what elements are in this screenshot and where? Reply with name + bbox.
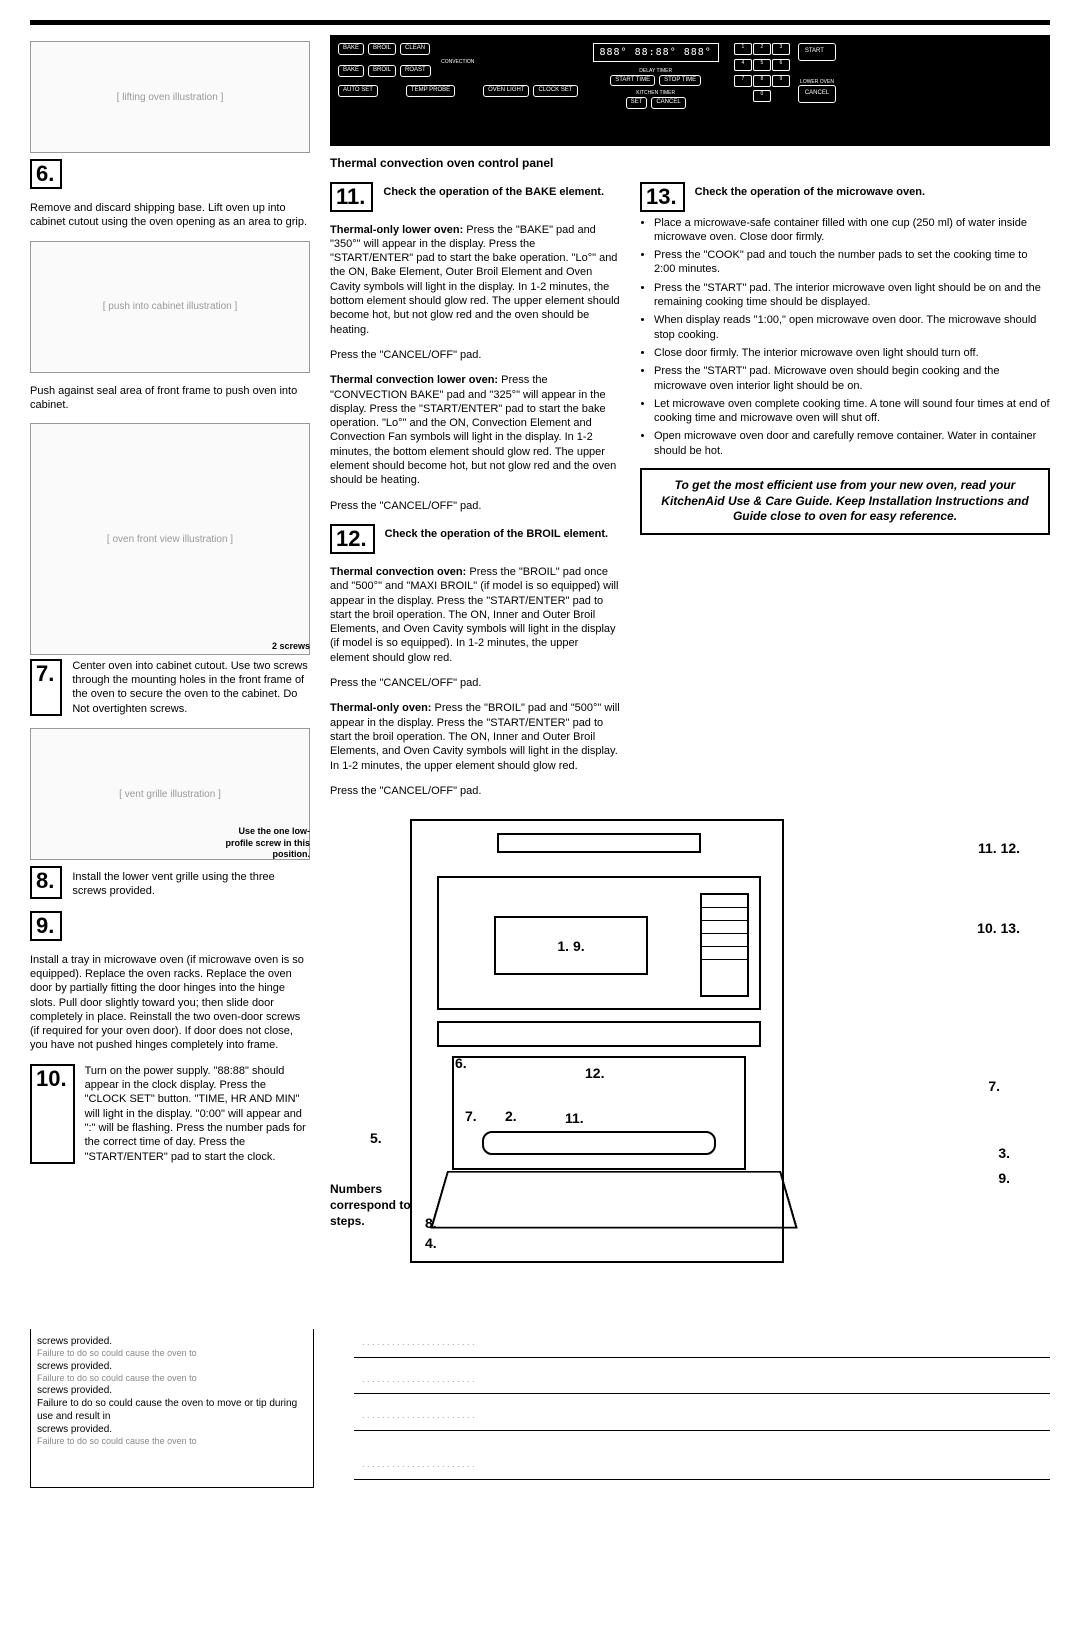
illustration-oven-front: [ oven front view illustration ] xyxy=(30,423,310,655)
diag-label-5: 5. xyxy=(370,1129,382,1147)
step-12-p2: Thermal-only oven: Press the "BROIL" pad… xyxy=(330,701,620,772)
callout-box: To get the most efficient use from your … xyxy=(640,468,1050,535)
diag-label-4: 4. xyxy=(425,1234,437,1252)
step-9-text: Install a tray in microwave oven (if mic… xyxy=(30,953,310,1053)
step-12-p1b: Press the "CANCEL/OFF" pad. xyxy=(330,676,620,690)
step-6-number: 6. xyxy=(30,159,62,189)
footer-cut: Failure to do so could cause the oven to xyxy=(37,1373,307,1385)
diag-label-3: 3. xyxy=(998,1144,1010,1162)
step-13-number: 13. xyxy=(640,182,685,212)
diag-label-10-13: 10. 13. xyxy=(977,919,1020,937)
diag-label-12: 12. xyxy=(585,1064,604,1082)
step-11-p1b: Press the "CANCEL/OFF" pad. xyxy=(330,348,620,362)
cp-stop-time-btn[interactable]: STOP TIME xyxy=(659,75,701,87)
illustration-lift-oven: [ lifting oven illustration ] xyxy=(30,41,310,153)
cp-key-9[interactable]: 9 xyxy=(772,75,790,87)
step-11-number: 11. xyxy=(330,182,373,212)
step-6-text2: Push against seal area of front frame to… xyxy=(30,384,310,413)
cp-key-8[interactable]: 8 xyxy=(753,75,771,87)
cp-set-btn[interactable]: SET xyxy=(626,97,648,109)
cp-conv-bake-btn[interactable]: BAKE xyxy=(338,65,364,77)
control-panel: BAKE BROIL CLEAN CONVECTION BAKE BROIL R… xyxy=(330,35,1050,146)
step-11-p2: Thermal convection lower oven: Press the… xyxy=(330,373,620,487)
step-10-text: Turn on the power supply. "88:88" should… xyxy=(85,1064,310,1164)
cp-keypad: 1 2 3 4 5 6 7 8 9 0 xyxy=(734,43,788,103)
cp-start-time-btn[interactable]: START TIME xyxy=(610,75,655,87)
step-13-bullet: Let microwave oven complete cooking time… xyxy=(654,397,1050,426)
cp-key-2[interactable]: 2 xyxy=(753,43,771,55)
cp-key-4[interactable]: 4 xyxy=(734,59,752,71)
cp-start-btn[interactable]: START xyxy=(798,43,836,61)
step-10-number: 10. xyxy=(30,1064,75,1164)
caption-low-profile-screw: Use the one low-profile screw in this po… xyxy=(220,826,310,861)
cp-roast-btn[interactable]: ROAST xyxy=(400,65,431,77)
step-7-number: 7. xyxy=(30,659,62,716)
step-11-p1: Thermal-only lower oven: Press the "BAKE… xyxy=(330,223,620,337)
footer-text: screws provided. xyxy=(37,1423,307,1436)
step-13-bullet: Press the "START" pad. Microwave oven sh… xyxy=(654,364,1050,393)
step-11-title: Check the operation of the BAKE element. xyxy=(383,182,620,199)
step-6-text: Remove and discard shipping base. Lift o… xyxy=(30,201,310,230)
diag-label-11: 11. xyxy=(565,1109,584,1127)
illustration-push-oven: [ push into cabinet illustration ] xyxy=(30,241,310,373)
cp-cancel-lower-btn[interactable]: CANCEL xyxy=(798,85,836,103)
cp-conv-broil-btn[interactable]: BROIL xyxy=(368,65,396,77)
diag-label-8: 8. xyxy=(425,1214,437,1232)
diag-label-1-9: 1. 9. xyxy=(557,937,584,955)
footer-left-box: screws provided. Failure to do so could … xyxy=(30,1329,314,1488)
step-12-p1: Thermal convection oven: Press the "BROI… xyxy=(330,565,620,665)
step-12-number: 12. xyxy=(330,524,375,554)
diagram-note: Numbers correspond to steps. xyxy=(330,1182,420,1229)
step-11-p2b: Press the "CANCEL/OFF" pad. xyxy=(330,499,620,513)
step-13-bullet: Press the "START" pad. The interior micr… xyxy=(654,281,1050,310)
step-7-text: Center oven into cabinet cutout. Use two… xyxy=(72,659,310,716)
cp-cancel-btn[interactable]: CANCEL xyxy=(651,97,685,109)
step-9-number: 9. xyxy=(30,911,62,941)
footer-text: screws provided. xyxy=(37,1360,307,1373)
control-panel-title: Thermal convection oven control panel xyxy=(330,156,1050,172)
footer-cut: Failure to do so could cause the oven to xyxy=(37,1348,307,1360)
final-oven-diagram: 1. 9. 11. 12. xyxy=(330,809,1050,1289)
diag-label-7b: 7. xyxy=(988,1077,1000,1095)
footer-right-lines: . . . . . . . . . . . . . . . . . . . . … xyxy=(354,1329,1050,1488)
cp-key-0[interactable]: 0 xyxy=(753,90,771,102)
footer-text: screws provided. xyxy=(37,1335,307,1348)
step-13-bullet: Open microwave oven door and carefully r… xyxy=(654,429,1050,458)
cp-temp-probe-btn[interactable]: TEMP PROBE xyxy=(406,85,455,97)
cp-broil-btn[interactable]: BROIL xyxy=(368,43,396,55)
step-12-p2b: Press the "CANCEL/OFF" pad. xyxy=(330,784,620,798)
cp-clock-set-btn[interactable]: CLOCK SET xyxy=(533,85,577,97)
diag-label-7a: 7. xyxy=(465,1107,477,1125)
cp-key-1[interactable]: 1 xyxy=(734,43,752,55)
step-13-bullet: Place a microwave-safe container filled … xyxy=(654,216,1050,245)
cp-display: 888° 88:88° 888° xyxy=(593,43,719,62)
diag-label-9: 9. xyxy=(998,1169,1010,1187)
caption-2-screws: 2 screws xyxy=(30,641,310,653)
footer-text: Failure to do so could cause the oven to… xyxy=(37,1397,307,1423)
step-8-text: Install the lower vent grille using the … xyxy=(72,866,310,899)
step-13-bullets: Place a microwave-safe container filled … xyxy=(640,216,1050,458)
step-8-number: 8. xyxy=(30,866,62,899)
cp-clean-btn[interactable]: CLEAN xyxy=(400,43,430,55)
cp-lower-oven-label: LOWER OVEN xyxy=(798,79,836,86)
cp-auto-set-btn[interactable]: AUTO SET xyxy=(338,85,378,97)
footer-cut: Failure to do so could cause the oven to xyxy=(37,1436,307,1448)
cp-bake-btn[interactable]: BAKE xyxy=(338,43,364,55)
step-12-title: Check the operation of the BROIL element… xyxy=(385,524,620,541)
diag-label-6: 6. xyxy=(455,1054,467,1072)
diag-label-11-12: 11. 12. xyxy=(978,839,1020,857)
step-13-bullet: When display reads "1:00," open microwav… xyxy=(654,313,1050,342)
cp-key-6[interactable]: 6 xyxy=(772,59,790,71)
diag-label-2: 2. xyxy=(505,1107,517,1125)
cp-key-5[interactable]: 5 xyxy=(753,59,771,71)
cp-key-3[interactable]: 3 xyxy=(772,43,790,55)
step-13-bullet: Press the "COOK" pad and touch the numbe… xyxy=(654,248,1050,277)
cp-key-7[interactable]: 7 xyxy=(734,75,752,87)
step-13-title: Check the operation of the microwave ove… xyxy=(695,182,1050,199)
cp-oven-light-btn[interactable]: OVEN LIGHT xyxy=(483,85,529,97)
step-13-bullet: Close door firmly. The interior microwav… xyxy=(654,346,1050,360)
footer-text: screws provided. xyxy=(37,1384,307,1397)
